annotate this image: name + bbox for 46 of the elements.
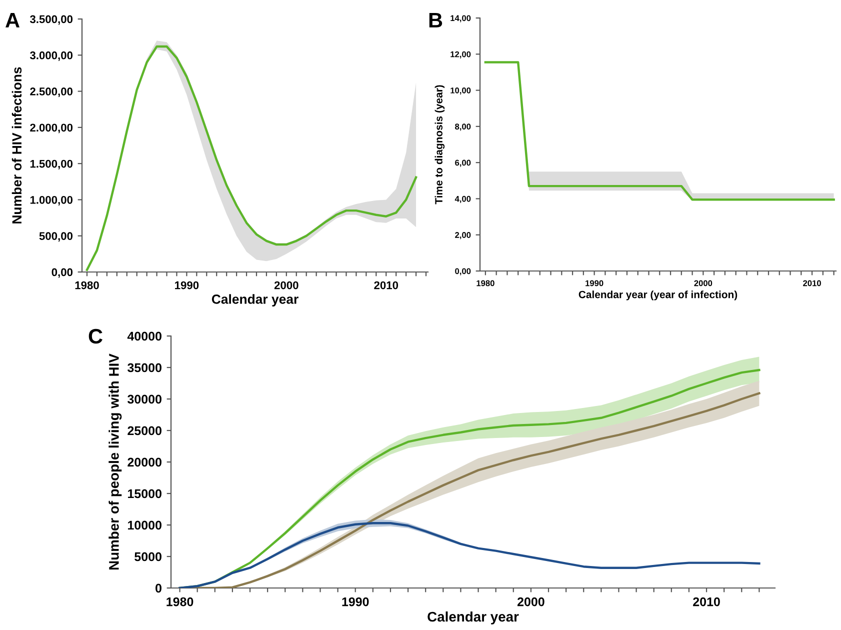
- y-tick-label: 10000: [128, 520, 162, 530]
- y-tick-label: 15000: [128, 489, 162, 498]
- y-tick-label: 0: [156, 584, 162, 593]
- y-tick-label: 2.000,00: [30, 124, 73, 134]
- y-tick-label: 0,00: [52, 268, 73, 278]
- y-tick-label: 5000: [134, 552, 162, 562]
- y-tick-label: 4,00: [454, 196, 471, 204]
- y-tick-label: 10,00: [450, 87, 471, 95]
- x-tick-label: 1990: [586, 280, 604, 286]
- y-tick-label: 0,00: [455, 268, 471, 276]
- text: B: [429, 13, 442, 28]
- y-axis-title: Number of HIV infections: [12, 67, 22, 224]
- y-tick-label: 25000: [128, 426, 162, 436]
- y-tick-label: 12,00: [450, 51, 471, 58]
- y-tick-label: 500,00: [39, 232, 73, 242]
- x-tick-label: 2010: [803, 280, 821, 286]
- y-axis-title: Number of people living with HIV: [108, 354, 122, 570]
- x-tick-label: 1980: [75, 281, 99, 290]
- y-tick-label: 35000: [128, 363, 162, 372]
- y-tick-label: 3.500,00: [30, 15, 73, 25]
- y-axis-title: Time to diagnosis (year): [434, 85, 445, 204]
- y-tick-label: 20000: [128, 458, 162, 467]
- y-tick-label: 1.000,00: [30, 196, 73, 206]
- x-tick-label: 1980: [166, 597, 194, 606]
- y-tick-label: 8,00: [455, 124, 471, 131]
- x-axis-title: Calendar year: [428, 611, 519, 624]
- y-tick-label: 2.500,00: [30, 88, 73, 98]
- x-tick-label: 2000: [274, 281, 298, 290]
- x-axis-title: Calendar year (year of infection): [578, 290, 738, 300]
- y-tick-label: 40000: [127, 332, 162, 341]
- x-tick-label: 2010: [374, 281, 398, 290]
- y-tick-label: 6,00: [455, 160, 471, 167]
- text: A: [6, 13, 20, 28]
- x-tick-label: 1990: [175, 281, 199, 290]
- x-tick-label: 2000: [694, 280, 712, 286]
- y-tick-label: 14,00: [450, 15, 471, 22]
- x-tick-label: 2010: [693, 597, 720, 606]
- text: C: [88, 328, 102, 344]
- y-tick-label: 1.500,00: [30, 160, 73, 170]
- y-tick-label: 30000: [128, 394, 162, 404]
- y-tick-label: 3.000,00: [30, 51, 73, 61]
- x-tick-label: 1990: [342, 597, 369, 606]
- x-tick-label: 1980: [476, 280, 494, 286]
- x-tick-label: 2000: [517, 597, 544, 606]
- y-tick-label: 2,00: [455, 232, 471, 240]
- x-axis-title: Calendar year: [212, 294, 298, 306]
